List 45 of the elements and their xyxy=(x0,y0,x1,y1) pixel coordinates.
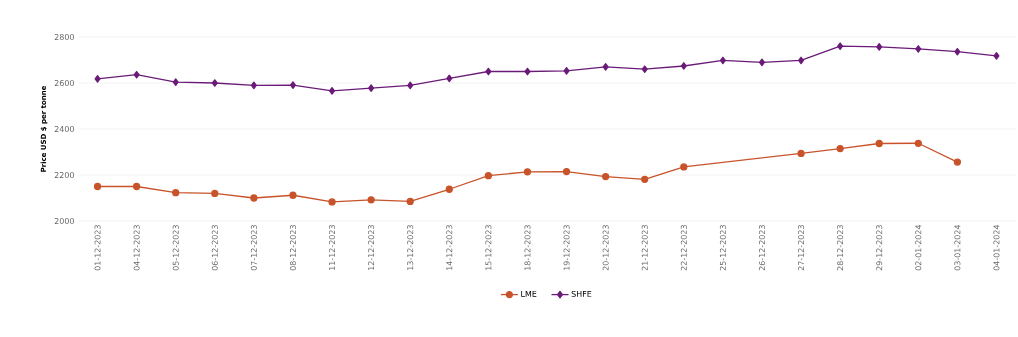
point xyxy=(289,191,297,199)
point xyxy=(368,84,375,92)
point xyxy=(915,45,922,53)
point xyxy=(954,47,961,56)
point xyxy=(446,74,453,83)
point xyxy=(93,182,102,191)
point xyxy=(524,67,531,76)
point xyxy=(601,172,610,181)
point xyxy=(172,78,179,86)
point xyxy=(798,56,805,65)
point xyxy=(250,81,257,90)
point xyxy=(407,81,414,90)
point xyxy=(485,67,492,76)
point xyxy=(875,139,883,148)
point xyxy=(837,42,844,51)
point xyxy=(641,175,649,184)
point xyxy=(406,197,414,206)
point xyxy=(445,185,453,193)
point xyxy=(836,144,844,153)
point xyxy=(758,58,766,67)
point xyxy=(132,182,141,191)
point xyxy=(172,189,180,197)
point xyxy=(602,63,609,71)
point xyxy=(914,139,922,147)
point xyxy=(94,75,101,83)
point xyxy=(719,56,726,65)
point xyxy=(329,86,336,95)
point xyxy=(797,149,805,158)
point xyxy=(328,198,336,206)
point xyxy=(250,194,258,202)
point xyxy=(876,43,883,51)
point xyxy=(289,81,296,89)
point xyxy=(133,70,140,79)
point xyxy=(484,172,493,180)
point xyxy=(680,62,687,70)
point xyxy=(562,167,571,176)
point xyxy=(563,66,570,75)
point xyxy=(367,196,375,204)
point xyxy=(993,52,1000,60)
point xyxy=(680,163,688,171)
point xyxy=(211,189,219,198)
point xyxy=(953,158,962,166)
point xyxy=(641,65,648,74)
point xyxy=(211,79,218,87)
point xyxy=(523,168,532,176)
